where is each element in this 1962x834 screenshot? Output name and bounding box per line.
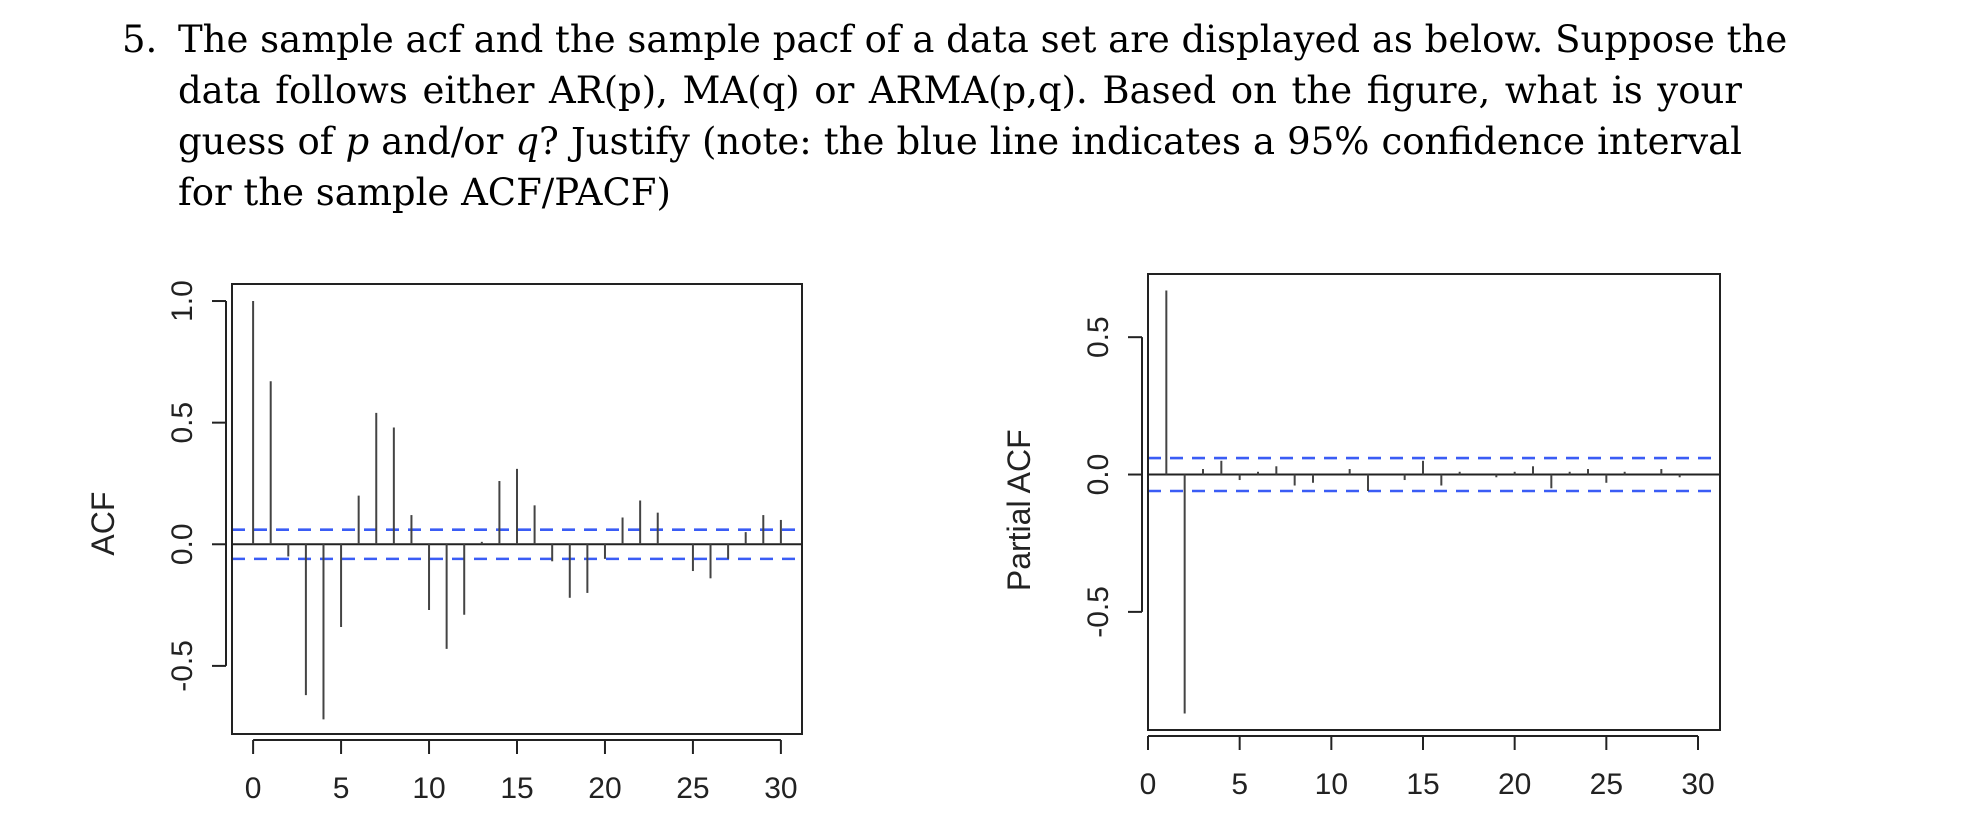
y-tick-label: -0.5 <box>166 640 199 692</box>
x-tick-label: 0 <box>1140 768 1157 801</box>
x-tick-label: 10 <box>412 772 445 805</box>
x-tick-label: 20 <box>588 772 621 805</box>
question-line: The sample acf and the sample pacf of a … <box>178 18 1788 61</box>
variable-q: q <box>515 120 540 163</box>
x-tick-label: 15 <box>1406 768 1439 801</box>
plot-frame <box>1147 273 1721 731</box>
x-tick-label: 5 <box>1231 768 1248 801</box>
variable-p: p <box>345 120 370 163</box>
question-number: 5. <box>122 18 158 61</box>
x-tick-label: 30 <box>764 772 797 805</box>
y-tick-label: 0.5 <box>166 402 199 444</box>
x-tick-label: 10 <box>1315 768 1348 801</box>
x-tick-label: 5 <box>333 772 350 805</box>
y-axis-label: Partial ACF <box>1001 429 1037 591</box>
question-body: The sample acf and the sample pacf of a … <box>178 14 1788 218</box>
plot-frame <box>231 283 803 735</box>
pacf-chart: 0 5 10 15 20 25 30 -0.5 0.0 0.5 Partial ACF <box>1001 273 1721 801</box>
x-tick-label: 25 <box>1590 768 1623 801</box>
x-tick-label: 20 <box>1498 768 1531 801</box>
question-line: guess of p and/or q? Justify (note: the … <box>178 116 1742 167</box>
x-tick-label: 30 <box>1681 768 1714 801</box>
y-tick-label: 1.0 <box>166 280 199 322</box>
x-tick-label: 25 <box>676 772 709 805</box>
y-tick-label: 0.0 <box>1082 454 1115 496</box>
question-segment: ? Justify (note: the blue line indicates… <box>539 120 1742 163</box>
y-tick-label: 0.0 <box>166 523 199 565</box>
question-segment: guess of <box>178 120 346 163</box>
question-segment: and/or <box>369 120 516 163</box>
y-tick-label: -0.5 <box>1082 586 1115 638</box>
question-line: for the sample ACF/PACF) <box>178 171 671 214</box>
question-line: data follows either AR(p), MA(q) or ARMA… <box>178 69 1742 112</box>
x-tick-label: 0 <box>245 772 262 805</box>
x-tick-label: 15 <box>500 772 533 805</box>
acf-chart: 0 5 10 15 20 25 30 -0.5 0.0 0.5 1.0 ACF <box>85 280 803 805</box>
y-axis-label: ACF <box>85 492 121 556</box>
y-tick-label: 0.5 <box>1082 316 1115 358</box>
